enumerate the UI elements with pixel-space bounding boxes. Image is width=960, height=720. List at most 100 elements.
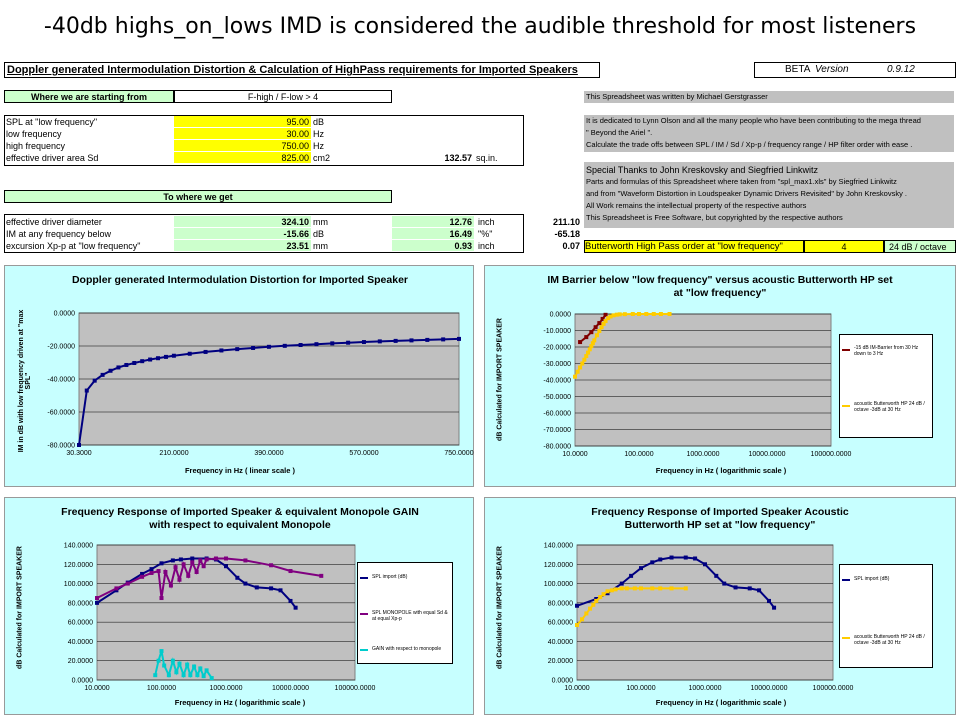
legend-swatch (360, 613, 368, 615)
y-tick-label: 0.0000 (72, 678, 94, 685)
data-point (639, 586, 643, 591)
legend-swatch (360, 649, 368, 651)
data-point (171, 353, 176, 358)
data-point (361, 340, 366, 345)
data-point (266, 344, 271, 349)
data-point (637, 312, 641, 316)
data-point (77, 443, 81, 447)
high-freq-input[interactable]: 750.00 (174, 140, 311, 151)
data-point (156, 658, 161, 663)
data-point (603, 312, 608, 317)
thanks-line: This Spreadsheet is Free Software, but c… (586, 213, 843, 222)
data-point (597, 321, 602, 326)
data-point (269, 563, 274, 568)
legend-swatch (842, 637, 850, 639)
sd-sqin-value: 132.57 (444, 153, 472, 163)
data-point (584, 354, 589, 359)
data-point (174, 670, 179, 675)
x-tick-label: 100000.0000 (813, 685, 854, 692)
data-point (125, 581, 130, 586)
data-point (198, 666, 203, 671)
data-point (100, 372, 105, 377)
data-point (224, 564, 228, 569)
data-point (159, 596, 164, 601)
sd-input[interactable]: 825.00 (174, 152, 311, 163)
data-point (201, 674, 206, 679)
spl-input[interactable]: 95.00 (174, 116, 311, 127)
spl-unit: dB (313, 117, 325, 127)
y-tick-label: 120.0000 (544, 562, 573, 569)
data-point (457, 336, 461, 341)
data-point (639, 566, 643, 571)
data-point (590, 341, 595, 346)
legend-label: acoustic Butterworth HP 24 dB / octave -… (854, 634, 925, 646)
data-point (597, 328, 602, 333)
im-value: -15.66 (174, 228, 311, 239)
y-tick-label: 140.0000 (64, 543, 93, 550)
x-tick-label: 30.3000 (66, 450, 91, 457)
y-tick-label: -60.0000 (47, 410, 75, 417)
data-point (599, 325, 604, 330)
diameter-inch-value: 12.76 (392, 216, 474, 227)
data-point (124, 362, 129, 367)
y-axis-label: dB Calculated for IMPORT SPEAKER (16, 546, 24, 669)
legend-swatch (842, 349, 850, 351)
data-point (235, 575, 240, 580)
legend-swatch (842, 405, 850, 407)
y-tick-label: 120.0000 (64, 562, 93, 569)
legend-label: SPL import (dB) (854, 576, 890, 582)
legend-swatch (842, 579, 850, 581)
y-tick-label: -30.0000 (543, 361, 571, 368)
data-point (149, 570, 154, 575)
data-point (722, 581, 727, 586)
low-freq-input[interactable]: 30.00 (174, 128, 311, 139)
data-point (630, 312, 635, 316)
y-tick-label: 80.0000 (68, 600, 93, 607)
data-point (658, 312, 663, 316)
data-point (578, 340, 583, 345)
excursion-value: 23.51 (174, 240, 311, 251)
start-header: Where we are starting from (4, 90, 174, 103)
x-axis-label: Frequency in Hz ( logarithmic scale ) (174, 698, 306, 707)
x-tick-label: 100000.0000 (811, 451, 852, 458)
data-point (624, 586, 629, 591)
data-point (153, 673, 158, 678)
data-point (614, 312, 619, 317)
data-point (409, 338, 414, 343)
y-tick-label: 60.0000 (68, 620, 93, 627)
data-point (606, 316, 611, 321)
data-point (598, 595, 603, 600)
data-point (747, 586, 752, 591)
data-point (254, 585, 259, 590)
data-point (140, 571, 145, 576)
sd-unit: cm2 (313, 153, 331, 163)
data-point (201, 564, 206, 569)
sheet-title: Doppler generated Intermodulation Distor… (4, 62, 600, 78)
data-point (593, 325, 598, 330)
data-point (108, 368, 113, 373)
legend-label: acoustic Butterworth HP 24 dB / octave -… (854, 401, 925, 413)
data-point (588, 606, 593, 611)
data-point (619, 581, 624, 586)
butterworth-order-input[interactable]: 4 (804, 240, 884, 253)
y-axis-label: dB Calculated for IMPORT SPEAKER (496, 546, 504, 669)
version-number: 0.9.12 (887, 64, 915, 75)
data-point (204, 557, 209, 562)
data-point (632, 586, 637, 591)
data-point (575, 369, 580, 374)
y-tick-label: -80.0000 (47, 443, 75, 450)
y-tick-label: 60.0000 (548, 620, 573, 627)
data-point (198, 558, 203, 563)
data-point (116, 365, 121, 370)
chart-title: Frequency Response of Imported Speaker &… (61, 506, 419, 531)
data-point (170, 658, 175, 663)
butterworth-label: Butterworth High Pass order at "low freq… (584, 240, 804, 253)
data-point (140, 359, 145, 364)
data-point (178, 557, 183, 562)
chart-legend: SPL import (dB) SPL MONOPOLE with equal … (357, 562, 453, 664)
y-tick-label: 0.0000 (550, 312, 572, 319)
data-point (114, 586, 119, 591)
x-tick-label: 10.0000 (562, 451, 587, 458)
data-point (170, 558, 175, 563)
x-tick-label: 10.0000 (84, 685, 109, 692)
